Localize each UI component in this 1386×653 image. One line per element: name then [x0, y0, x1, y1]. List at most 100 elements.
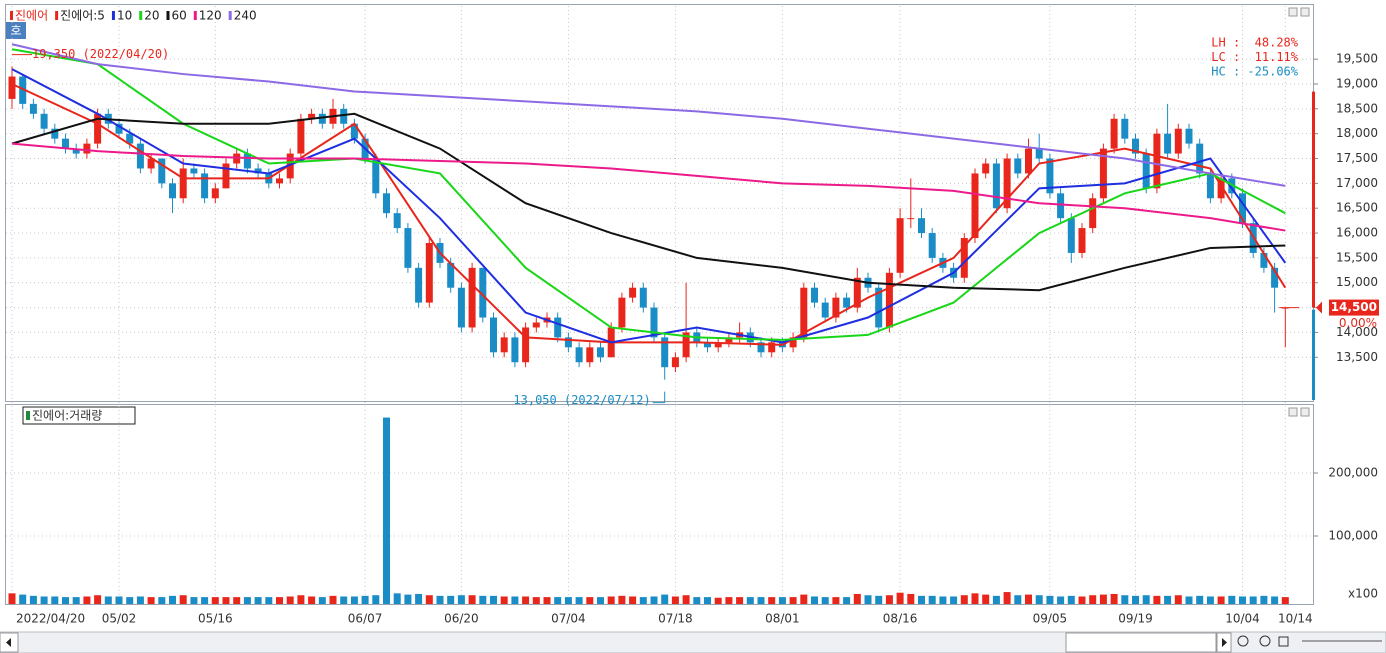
- candle-body: [1239, 193, 1246, 224]
- volume-bar: [853, 593, 861, 604]
- panel-button[interactable]: [1300, 407, 1310, 417]
- candle-body: [843, 297, 851, 308]
- stat-label: LC : 11.11%: [1211, 50, 1298, 64]
- candle-body: [1142, 153, 1150, 189]
- moving-average: [11, 83, 1287, 346]
- volume-bar: [564, 597, 572, 604]
- arrow-icon: [6, 638, 11, 647]
- candle-body: [1046, 158, 1054, 194]
- badge[interactable]: [6, 22, 26, 39]
- scrollbar[interactable]: [0, 631, 1386, 653]
- candle-body: [1014, 158, 1022, 174]
- candle-body: [126, 133, 134, 144]
- candle-body: [1153, 133, 1161, 189]
- panel-button[interactable]: [1288, 7, 1298, 17]
- legend-label: 120: [199, 9, 222, 23]
- volume-bar: [875, 595, 883, 604]
- volume-bar: [404, 594, 412, 604]
- zoom-out[interactable]: [1237, 635, 1249, 647]
- x-tick-label: 05/02: [102, 612, 137, 626]
- legend-swatch: [228, 11, 232, 20]
- zoom-in[interactable]: [1259, 635, 1271, 647]
- candle-body: [286, 153, 294, 179]
- candle-body: [832, 297, 840, 318]
- candle-body: [1035, 148, 1043, 159]
- candle-body: [554, 317, 562, 338]
- panel-button[interactable]: [1300, 7, 1310, 17]
- volume-bar: [832, 597, 840, 604]
- volume-bar: [1153, 595, 1161, 604]
- volume-bar: [329, 595, 337, 604]
- legend-label: 진에어:5: [60, 9, 105, 23]
- candle-body: [661, 337, 669, 368]
- moving-average: [11, 142, 1286, 232]
- candle-body: [169, 183, 176, 199]
- low-annotation: 13,050 (2022/07/12): [513, 393, 650, 407]
- candle-body: [340, 108, 348, 124]
- volume-bar: [1089, 595, 1097, 604]
- volume-bar: [918, 595, 925, 604]
- volume-bar: [340, 596, 348, 604]
- candle-body: [714, 342, 722, 348]
- candle-body: [992, 163, 1000, 209]
- volume-bar: [992, 595, 1000, 604]
- candle-body: [1271, 267, 1279, 288]
- volume-bar: [736, 597, 744, 604]
- reset-button[interactable]: [1278, 636, 1289, 647]
- legend-label: 10: [117, 9, 132, 23]
- candle-body: [62, 138, 69, 149]
- candle-body: [318, 113, 326, 124]
- y-tick-label: 17,000: [1336, 176, 1378, 190]
- volume-bar: [789, 597, 797, 604]
- volume-bar: [1046, 595, 1054, 604]
- candle-body: [757, 342, 765, 353]
- volume-bar: [286, 596, 294, 604]
- candle-body: [907, 218, 915, 220]
- y-tick-label: 15,500: [1336, 250, 1378, 264]
- volume-bar: [725, 597, 733, 604]
- volume-panel: [5, 404, 1314, 605]
- candle-body: [276, 178, 283, 184]
- y-tick-label: 18,500: [1336, 101, 1378, 115]
- volume-bar: [318, 597, 326, 604]
- volume-bar: [62, 597, 69, 604]
- candle-body: [383, 193, 390, 214]
- volume-title-box: [22, 406, 136, 425]
- volume-bar: [1035, 595, 1043, 604]
- volume-bar: [393, 593, 401, 604]
- candle-body: [83, 143, 91, 154]
- x-tick-label: 06/07: [348, 612, 383, 626]
- range-bar-up: [1312, 91, 1315, 308]
- volume-bar: [297, 595, 305, 604]
- legend-swatch: [111, 11, 115, 20]
- volume-bar: [308, 596, 316, 604]
- volume-bar: [671, 596, 679, 604]
- volume-bar: [586, 597, 594, 604]
- candle-body: [479, 267, 487, 318]
- y-tick-label: 17,500: [1336, 151, 1378, 165]
- volume-bar: [276, 597, 283, 604]
- moving-average: [11, 112, 1286, 292]
- panel-button[interactable]: [1288, 407, 1298, 417]
- volume-bar: [650, 596, 658, 604]
- volume-bar: [511, 596, 519, 604]
- candle-body: [393, 213, 401, 229]
- legend-swatch: [193, 11, 197, 20]
- x-tick-label: 08/01: [765, 612, 800, 626]
- candle-body: [254, 168, 262, 174]
- candle-body: [586, 347, 594, 363]
- candle-body: [1121, 118, 1129, 139]
- candle-body: [671, 357, 679, 368]
- candle-body: [1174, 128, 1182, 154]
- volume-bar: [1057, 596, 1065, 604]
- scroll-thumb[interactable]: [1065, 632, 1217, 653]
- last-price: 14,500: [1331, 300, 1377, 314]
- volume-bar: [1142, 595, 1150, 604]
- candle-body: [928, 233, 936, 258]
- volume-bar: [639, 597, 647, 604]
- y-tick-label: 16,000: [1336, 226, 1378, 240]
- last-price-box: [1329, 299, 1379, 316]
- candle-body: [511, 337, 519, 363]
- volume-bar: [243, 597, 251, 604]
